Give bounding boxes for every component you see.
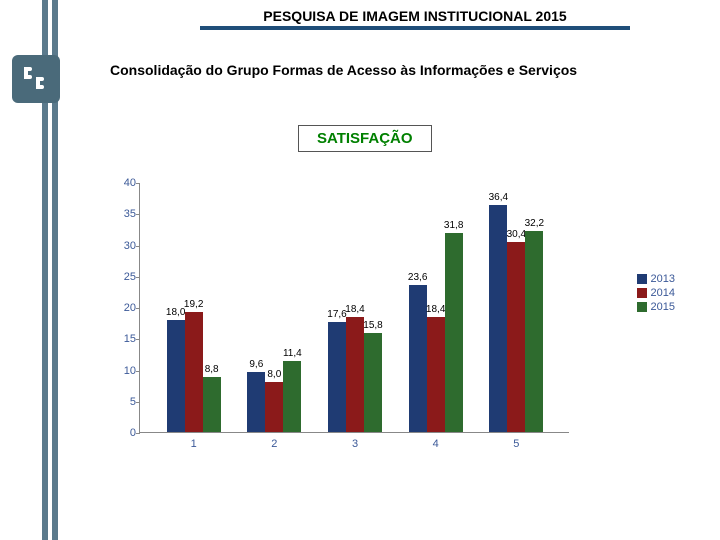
satisfaction-badge: SATISFAÇÃO bbox=[298, 125, 432, 152]
bar bbox=[507, 242, 525, 432]
bar-label: 36,4 bbox=[489, 192, 508, 203]
y-tick-label: 30 bbox=[112, 240, 136, 252]
y-tick-mark bbox=[136, 277, 140, 278]
bar-label: 8,0 bbox=[267, 369, 281, 380]
y-tick-mark bbox=[136, 402, 140, 403]
bar bbox=[167, 320, 185, 433]
y-tick-label: 10 bbox=[112, 365, 136, 377]
header: PESQUISA DE IMAGEM INSTITUCIONAL 2015 bbox=[200, 8, 630, 30]
bar bbox=[445, 233, 463, 432]
bar-label: 15,8 bbox=[363, 320, 382, 331]
bar bbox=[364, 333, 382, 432]
bar-label: 31,8 bbox=[444, 220, 463, 231]
subtitle: Consolidação do Grupo Formas de Acesso à… bbox=[110, 62, 577, 78]
bar bbox=[427, 317, 445, 432]
legend-item: 2015 bbox=[637, 301, 675, 313]
bar-label: 11,4 bbox=[283, 348, 302, 359]
bar bbox=[346, 317, 364, 432]
y-tick-label: 5 bbox=[112, 396, 136, 408]
bar bbox=[489, 205, 507, 433]
bar-label: 8,8 bbox=[205, 364, 219, 375]
y-tick-mark bbox=[136, 433, 140, 434]
bar-label: 30,4 bbox=[507, 229, 526, 240]
bar bbox=[185, 312, 203, 432]
y-tick-label: 15 bbox=[112, 333, 136, 345]
y-tick-mark bbox=[136, 308, 140, 309]
y-tick-label: 25 bbox=[112, 271, 136, 283]
bar bbox=[203, 377, 221, 432]
bar bbox=[283, 361, 301, 432]
y-tick-mark bbox=[136, 214, 140, 215]
plot-area: 0510152025303540118,019,28,829,68,011,43… bbox=[139, 183, 569, 433]
bar bbox=[525, 231, 543, 432]
bar-label: 18,0 bbox=[166, 307, 185, 318]
y-tick-label: 0 bbox=[112, 427, 136, 439]
x-tick-label: 2 bbox=[271, 438, 277, 450]
legend-swatch bbox=[637, 288, 647, 298]
x-tick-label: 3 bbox=[352, 438, 358, 450]
legend-label: 2013 bbox=[651, 273, 675, 285]
x-tick-label: 1 bbox=[191, 438, 197, 450]
y-tick-mark bbox=[136, 371, 140, 372]
page-title: PESQUISA DE IMAGEM INSTITUCIONAL 2015 bbox=[200, 8, 630, 26]
bar-label: 19,2 bbox=[184, 299, 203, 310]
y-tick-label: 20 bbox=[112, 302, 136, 314]
x-tick-label: 4 bbox=[433, 438, 439, 450]
bar bbox=[265, 382, 283, 432]
bar bbox=[328, 322, 346, 432]
x-tick-label: 5 bbox=[513, 438, 519, 450]
y-tick-mark bbox=[136, 246, 140, 247]
bar-label: 9,6 bbox=[249, 359, 263, 370]
legend-label: 2014 bbox=[651, 287, 675, 299]
satisfaction-chart: 0510152025303540118,019,28,829,68,011,43… bbox=[105, 183, 625, 463]
bar bbox=[409, 285, 427, 433]
bar bbox=[247, 372, 265, 432]
legend-swatch bbox=[637, 274, 647, 284]
logo bbox=[12, 55, 60, 103]
bar-label: 17,6 bbox=[327, 309, 346, 320]
bar-label: 32,2 bbox=[525, 218, 544, 229]
legend-swatch bbox=[637, 302, 647, 312]
y-tick-mark bbox=[136, 339, 140, 340]
bar-label: 23,6 bbox=[408, 272, 427, 283]
bar-label: 18,4 bbox=[426, 304, 445, 315]
y-tick-label: 35 bbox=[112, 208, 136, 220]
y-tick-label: 40 bbox=[112, 177, 136, 189]
y-tick-mark bbox=[136, 183, 140, 184]
legend-item: 2013 bbox=[637, 273, 675, 285]
legend-item: 2014 bbox=[637, 287, 675, 299]
header-rule bbox=[200, 26, 630, 30]
legend: 2013 2014 2015 bbox=[637, 273, 675, 315]
bar-label: 18,4 bbox=[345, 304, 364, 315]
logo-icon bbox=[20, 63, 52, 95]
legend-label: 2015 bbox=[651, 301, 675, 313]
